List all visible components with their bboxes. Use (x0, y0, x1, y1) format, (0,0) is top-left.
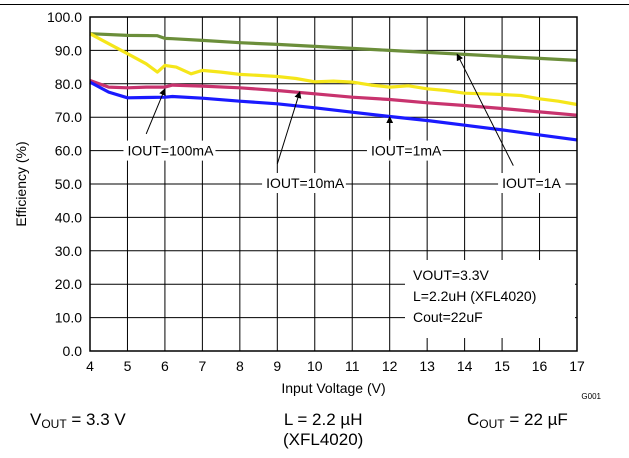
annotation-bg-iout1a (498, 173, 566, 194)
caption-inductor-value: L = 2.2 µH (283, 410, 363, 429)
y-tick-label: 80.0 (55, 76, 82, 92)
caption-inductor-part: (XFL4020) (283, 430, 364, 449)
y-tick-label: 90.0 (55, 42, 82, 58)
series-line (89, 78, 578, 117)
annotation-label-iout1ma: IOUT=1mA (371, 143, 442, 159)
caption-vout-value: = 3.3 V (66, 410, 126, 429)
x-tick-label: 17 (569, 358, 585, 374)
y-tick-label: 60.0 (55, 143, 82, 159)
annotation-label-iout100ma: IOUT=100mA (127, 143, 214, 159)
y-tick-label: 0.0 (63, 343, 83, 359)
caption-cout-subscript: OUT (479, 417, 505, 431)
x-tick-label: 6 (161, 358, 169, 374)
x-tick-label: 4 (86, 358, 94, 374)
x-tick-label: 10 (307, 358, 323, 374)
top-rule (0, 4, 629, 5)
annotation-bg-iout100ma (123, 140, 216, 161)
y-axis-label: Efficiency (%) (13, 141, 29, 226)
x-tick-label: 14 (457, 358, 473, 374)
x-axis-label: Input Voltage (V) (281, 380, 385, 396)
y-tick-label: 70.0 (55, 109, 82, 125)
caption-vout: VOUT = 3.3 V (30, 410, 126, 434)
x-tick-label: 11 (345, 358, 360, 374)
series-line (89, 32, 578, 62)
x-tick-label: 15 (494, 358, 510, 374)
series-line (89, 80, 578, 142)
y-tick-label: 30.0 (55, 243, 82, 259)
conditions-box: VOUT=3.3V L=2.2uH (XFL4020) Cout=22uF (405, 260, 575, 338)
figure-id: G001 (581, 392, 601, 400)
caption-cout: COUT = 22 µF (467, 410, 568, 434)
x-tick-label: 12 (382, 358, 398, 374)
x-tick-label: 13 (419, 358, 435, 374)
annotation-arrow-iout10ma (276, 91, 302, 165)
caption-inductor: L = 2.2 µH (XFL4020) (283, 410, 363, 450)
conditions-line: VOUT=3.3V (413, 267, 490, 283)
y-tick-label: 10.0 (55, 310, 82, 326)
y-tick-label: 50.0 (55, 176, 82, 192)
annotations: IOUT=100mA IOUT=10mA IOUT=1mA IOUT=1A (123, 53, 566, 194)
x-tick-label: 9 (273, 358, 281, 374)
annotation-arrow-iout1a (456, 53, 514, 166)
caption-vout-symbol: V (30, 410, 42, 429)
tick-labels: 4 5 6 7 8 9 10 11 12 13 14 15 16 17 0.0 10.0 20.0 30.0 40.… (47, 9, 585, 374)
series-line (89, 32, 578, 107)
y-tick-label: 40.0 (55, 209, 82, 225)
annotation-arrow-iout100ma (145, 88, 166, 135)
y-tick-label: 20.0 (55, 276, 82, 292)
annotation-bg-iout1ma (366, 140, 443, 161)
annotation-bg-iout10ma (262, 173, 346, 194)
conditions-box-bg (405, 260, 575, 338)
conditions-line: Cout=22uF (413, 309, 483, 325)
x-tick-label: 7 (198, 358, 206, 374)
x-tick-label: 5 (124, 358, 132, 374)
caption-cout-value: = 22 µF (504, 410, 568, 429)
x-tick-label: 8 (236, 358, 244, 374)
series-layer (89, 32, 578, 142)
caption-cout-symbol: C (467, 410, 480, 429)
plot-frame (89, 16, 578, 352)
efficiency-chart: IOUT=100mA IOUT=10mA IOUT=1mA IOUT=1A 4 5 6 7 8… (13, 9, 602, 400)
annotation-label-iout1a: IOUT=1A (502, 175, 561, 191)
annotation-label-iout10ma: IOUT=10mA (266, 175, 345, 191)
x-tick-label: 16 (532, 358, 548, 374)
caption-vout-subscript: OUT (41, 417, 67, 431)
conditions-line: L=2.2uH (XFL4020) (413, 288, 536, 304)
y-tick-label: 100.0 (47, 9, 82, 25)
